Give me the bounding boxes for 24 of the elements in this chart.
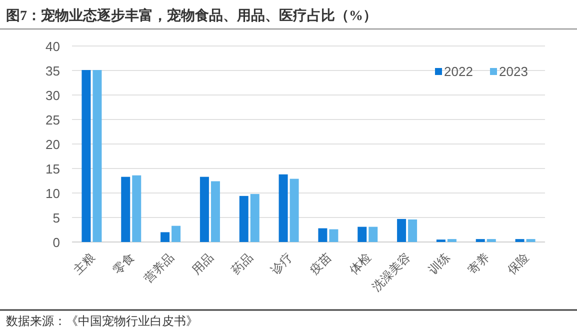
xtick: 寄养 (465, 250, 492, 278)
xtick: 训练 (426, 250, 453, 278)
xtick: 零食 (110, 250, 138, 278)
annotation: 数据来源：《中国宠物行业白皮书》 (6, 314, 198, 328)
ytick: 10 (46, 186, 60, 201)
ytick: 15 (46, 162, 60, 176)
xtick: 体检 (346, 250, 374, 278)
xtick: 营养品 (141, 250, 177, 286)
xtick: 诊疗 (268, 250, 295, 278)
xtick: 药品 (228, 250, 256, 278)
ytick: 20 (46, 137, 60, 152)
ytick: 40 (46, 39, 60, 54)
ytick: 0 (52, 235, 60, 250)
xtick: 用品 (189, 250, 216, 278)
ytick: 30 (46, 88, 60, 103)
ytick: 5 (52, 210, 60, 226)
legend: 2023 (499, 64, 528, 79)
xtick: 主粮 (70, 250, 98, 278)
xtick: 疫苗 (307, 250, 334, 278)
ytick: 25 (46, 112, 60, 128)
legend: 2022 (444, 64, 473, 79)
ytick: 35 (46, 64, 60, 78)
xtick: 保险 (504, 250, 532, 278)
title: 图7：宠物业态逐步丰富，宠物食品、用品、医疗占比（%） (6, 9, 377, 24)
